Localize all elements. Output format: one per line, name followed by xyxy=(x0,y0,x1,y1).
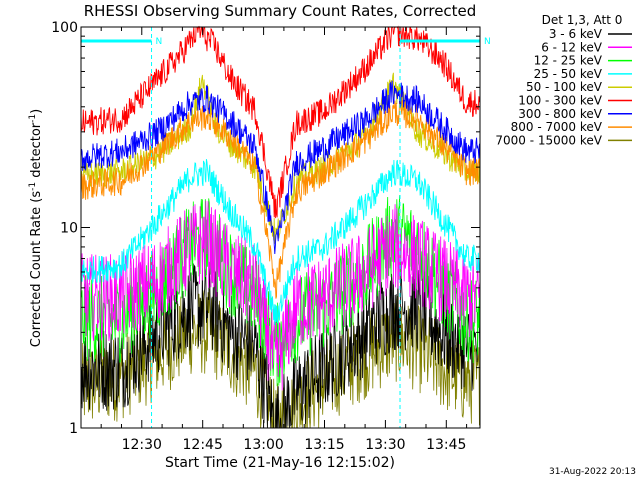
series-line-3 xyxy=(80,159,481,326)
legend-label-1: 6 - 12 keV xyxy=(541,40,603,54)
y-axis-label: Corrected Count Rate (s-1 detector-1) xyxy=(28,109,44,347)
x-tick-label-1: 12:45 xyxy=(183,437,223,453)
x-axis-label: Start Time (21-May-16 12:15:02) xyxy=(165,455,395,471)
axes-layer: 12:30 12:45 13:00 13:15 13:30 13:45 1 10 100 xyxy=(51,20,480,453)
y-axis-label-sup2: -1 xyxy=(28,114,38,123)
legend-label-8: 7000 - 15000 keV xyxy=(495,133,602,147)
legend-label-2: 12 - 25 keV xyxy=(534,54,603,68)
y-tick-label-0: 1 xyxy=(69,421,78,437)
y-axis-label-mid: detector xyxy=(29,122,44,182)
legend-header: Det 1,3, Att 0 xyxy=(542,13,623,27)
flag-label-0: N xyxy=(156,37,163,47)
y-axis-label-end: ) xyxy=(29,109,44,114)
legend-label-5: 100 - 300 keV xyxy=(518,94,602,108)
y-tick-label-2: 100 xyxy=(51,20,78,36)
series-line-7 xyxy=(80,100,481,299)
flag-label-1: N xyxy=(484,37,491,47)
x-tick-label-2: 13:00 xyxy=(243,437,283,453)
legend-label-4: 50 - 100 keV xyxy=(526,80,603,94)
x-tick-label-4: 13:30 xyxy=(365,437,405,453)
series-line-1 xyxy=(80,200,481,391)
y-tick-label-1: 10 xyxy=(60,221,78,237)
x-tick-label-0: 12:30 xyxy=(122,437,162,453)
footer-timestamp: 31-Aug-2022 20:13 xyxy=(549,467,636,477)
x-tick-label-5: 13:45 xyxy=(426,437,466,453)
legend-label-0: 3 - 6 keV xyxy=(549,27,603,41)
series-line-5 xyxy=(80,25,481,219)
legend-label-7: 800 - 7000 keV xyxy=(511,120,603,134)
chart-title: RHESSI Observing Summary Count Rates, Co… xyxy=(84,2,477,20)
series-line-8 xyxy=(80,288,481,429)
y-axis-label-sup1: -1 xyxy=(28,182,38,191)
legend-label-6: 300 - 800 keV xyxy=(518,107,602,121)
legend-label-3: 25 - 50 keV xyxy=(534,67,603,81)
y-axis-label-main: Corrected Count Rate (s xyxy=(29,191,44,348)
series-layer xyxy=(80,25,481,429)
x-tick-label-3: 13:15 xyxy=(304,437,344,453)
series-line-6 xyxy=(80,80,481,255)
